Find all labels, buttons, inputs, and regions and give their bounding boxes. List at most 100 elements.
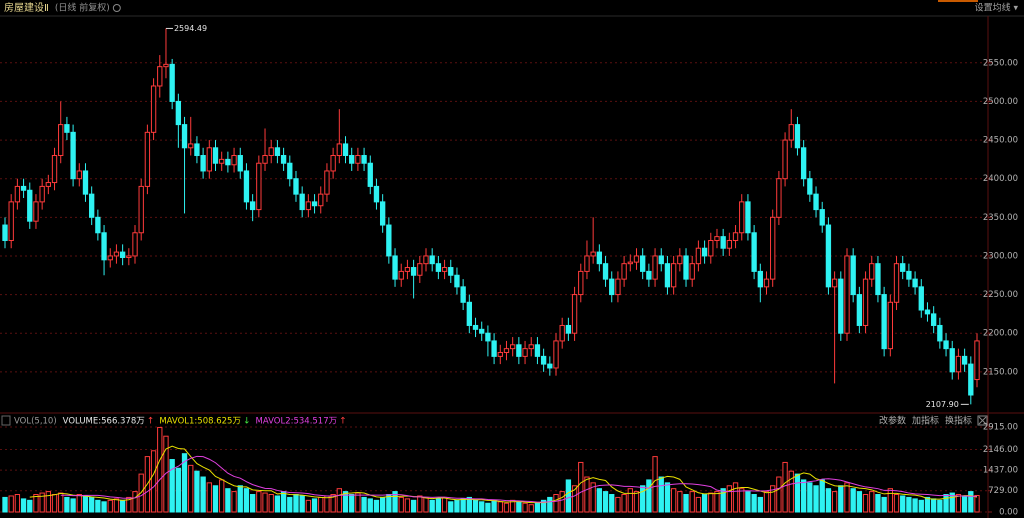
volume-bar	[441, 496, 448, 513]
candle-body	[82, 170, 89, 195]
volume-bar	[491, 499, 497, 513]
candle-body	[745, 201, 751, 234]
candle-body	[243, 170, 250, 203]
volume-bar	[485, 502, 491, 513]
candle-body	[441, 267, 448, 272]
y-tick-label: 2550.00	[983, 58, 1018, 68]
legend-name: MAVOL1:	[159, 417, 197, 427]
candle-body	[435, 263, 442, 272]
candle-body	[825, 224, 832, 288]
candle-body	[58, 124, 64, 157]
candle-body	[534, 344, 541, 357]
candle-body	[571, 294, 578, 334]
volume-bar	[516, 501, 522, 513]
volume-bar	[590, 482, 596, 513]
volume-bar	[398, 496, 404, 513]
candle-body	[194, 143, 200, 157]
y-tick-label: 2500.00	[983, 97, 1018, 107]
candle-body	[553, 340, 559, 369]
candle-body	[367, 162, 373, 187]
volume-bar	[256, 491, 262, 513]
volume-bar	[58, 492, 64, 513]
volume-bar	[175, 467, 182, 513]
y-tick-label: 2350.00	[983, 213, 1018, 223]
candle-body	[398, 270, 404, 280]
candle-body	[27, 189, 33, 222]
volume-bar	[20, 498, 27, 513]
volume-bar	[76, 494, 82, 513]
candle-body	[157, 66, 163, 87]
indicator-button[interactable]: 加指标	[912, 415, 939, 427]
volume-bar	[39, 492, 45, 513]
volume-bar	[534, 502, 541, 513]
volume-bar	[621, 494, 627, 513]
volume-bar	[206, 482, 212, 513]
ma-settings[interactable]: 设置均线 ▾	[975, 2, 1019, 14]
volume-bar	[924, 496, 931, 513]
candle-body	[355, 155, 361, 164]
candle-body	[107, 255, 113, 261]
volume-bar	[101, 501, 107, 513]
candle-body	[89, 193, 95, 218]
candle-body	[219, 158, 225, 164]
high-annotation: 2594.49	[174, 24, 207, 33]
candle-body	[875, 263, 881, 296]
volume-bar	[652, 456, 658, 513]
candle-body	[361, 155, 367, 164]
candle-body	[683, 255, 689, 280]
volume-bar	[559, 491, 565, 513]
candle-body	[943, 340, 949, 350]
volume-bar	[150, 450, 157, 513]
volume-bar	[503, 502, 510, 513]
volume-bar	[800, 479, 807, 513]
candle-body	[739, 201, 745, 234]
candle-body	[689, 263, 695, 280]
candle-body	[336, 143, 342, 157]
volume-bar	[720, 488, 726, 513]
volume-bar	[646, 479, 652, 513]
candle-body	[961, 355, 968, 365]
candle-body	[454, 274, 460, 288]
indicator-button[interactable]: 改参数	[879, 415, 906, 427]
volume-bar	[472, 499, 479, 513]
volume-bar	[342, 491, 349, 513]
settings-icon[interactable]	[112, 4, 121, 12]
help-icon[interactable]	[1, 415, 11, 426]
candle-body	[39, 185, 45, 203]
volume-bar	[299, 495, 305, 513]
volume-bar	[51, 494, 58, 513]
volume-bar	[336, 488, 342, 513]
volume-bar	[788, 470, 794, 513]
volume-bar	[770, 485, 776, 513]
candle-body	[850, 255, 856, 296]
candle-body	[188, 143, 194, 149]
volume-bar	[627, 488, 633, 513]
volume-bar	[565, 479, 572, 513]
volume-bar	[212, 485, 219, 513]
candle-body	[708, 239, 714, 257]
candle-body	[658, 255, 664, 265]
candle-body	[664, 263, 671, 288]
candle-body	[237, 155, 243, 172]
candle-body	[763, 278, 770, 288]
volume-bar	[640, 485, 646, 513]
volume-bar	[448, 501, 454, 513]
candle-body	[540, 355, 547, 365]
volume-bar	[968, 491, 974, 513]
volume-bar	[392, 491, 398, 513]
candle-body	[33, 201, 39, 222]
candle-body	[528, 344, 534, 350]
volume-bar	[757, 496, 763, 513]
indicator-button[interactable]: 换指标	[945, 415, 972, 427]
volume-bar	[89, 496, 95, 513]
volume-bar	[900, 495, 906, 513]
candle-body	[856, 294, 863, 326]
volume-bar	[732, 482, 739, 513]
candle-body	[497, 352, 503, 357]
candle-body	[95, 216, 101, 234]
legend-value: 534.517万	[293, 417, 337, 427]
candle-body	[293, 178, 299, 195]
candle-body	[751, 232, 757, 272]
close-icon[interactable]	[977, 415, 988, 426]
